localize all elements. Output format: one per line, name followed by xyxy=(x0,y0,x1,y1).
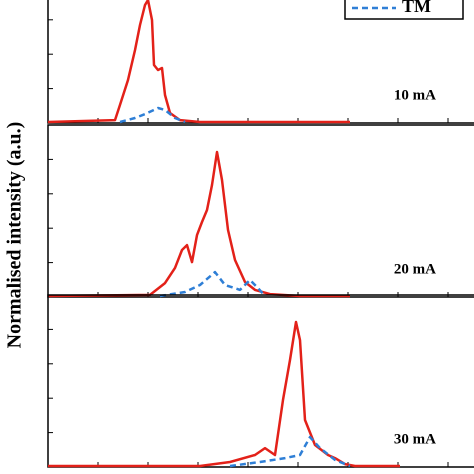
panel-label: 10 mA xyxy=(394,87,436,103)
panel-frame xyxy=(47,124,474,298)
panel-frame xyxy=(47,294,474,468)
series-line xyxy=(48,320,400,468)
series-line xyxy=(47,0,350,124)
legend-box xyxy=(344,0,464,20)
y-axis-label: Normalised intensity (a.u.) xyxy=(4,122,26,349)
series-line xyxy=(47,150,350,298)
legend-label: TM xyxy=(402,0,431,16)
series-line xyxy=(119,106,186,124)
series-line xyxy=(159,270,266,298)
series-line xyxy=(229,435,351,468)
panel-label: 30 mA xyxy=(394,431,436,447)
panel-label: 20 mA xyxy=(394,261,436,277)
